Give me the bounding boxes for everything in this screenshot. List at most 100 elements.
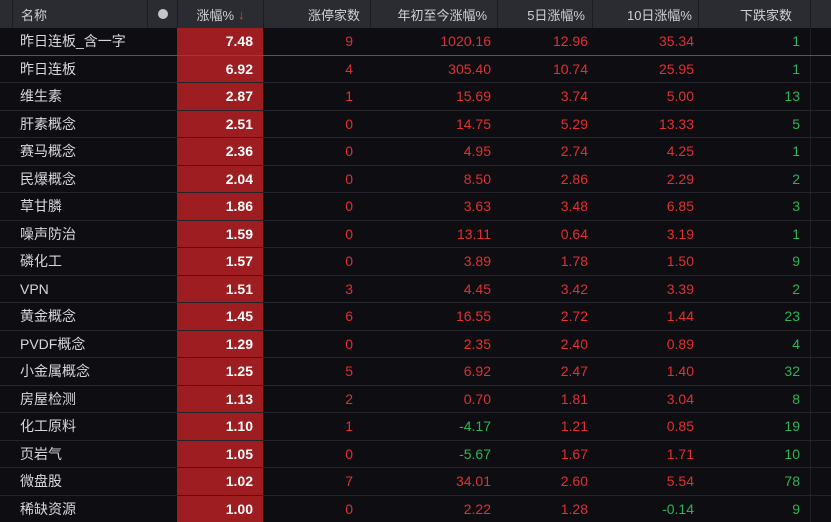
- header-cell-decliners[interactable]: 下跌家数: [698, 0, 810, 28]
- row-left-gutter: [0, 468, 12, 495]
- cell-ytd-change: 3.63: [463, 198, 491, 215]
- cell-marker: [147, 221, 177, 248]
- header-cell-ytd[interactable]: 年初至今涨幅%: [370, 0, 497, 28]
- header-cell-10day[interactable]: 10日涨幅%: [592, 0, 698, 28]
- cell-ytd-change: 2.35: [463, 335, 491, 352]
- table-row[interactable]: 民爆概念 2.04 0 8.50 2.86 2.29 2: [0, 165, 831, 193]
- cell-10day-change: -0.14: [662, 500, 694, 517]
- cell-sector-name: 稀缺资源: [20, 500, 76, 517]
- table-row[interactable]: 磷化工 1.57 0 3.89 1.78 1.50 9: [0, 248, 831, 276]
- cell-marker: [147, 193, 177, 220]
- cell-limit-up-count: 0: [345, 115, 353, 132]
- cell-decliner-count: 23: [784, 308, 800, 325]
- cell-marker: [147, 276, 177, 303]
- cell-marker: [147, 441, 177, 468]
- table-row[interactable]: 赛马概念 2.36 0 4.95 2.74 4.25 1: [0, 138, 831, 166]
- cell-limit-up-count: 1: [345, 418, 353, 435]
- cell-marker: [147, 248, 177, 275]
- row-left-gutter: [0, 358, 12, 385]
- cell-decliner-count: 9: [792, 253, 800, 270]
- table-row[interactable]: 草甘膦 1.86 0 3.63 3.48 6.85 3: [0, 193, 831, 221]
- cell-ytd-change: 0.70: [463, 390, 491, 407]
- cell-10day-change: 3.19: [666, 225, 694, 242]
- row-left-gutter: [0, 56, 12, 83]
- table-row[interactable]: 页岩气 1.05 0 -5.67 1.67 1.71 10: [0, 440, 831, 468]
- cell-10day-change: 4.25: [666, 143, 694, 160]
- cell-decliner-count: 9: [792, 500, 800, 517]
- cell-limit-up-count: 0: [345, 445, 353, 462]
- row-left-gutter: [0, 111, 12, 138]
- table-row[interactable]: 微盘股 1.02 7 34.01 2.60 5.54 78: [0, 468, 831, 496]
- row-right-gutter: [810, 248, 831, 275]
- cell-10day-change: 0.85: [666, 418, 694, 435]
- cell-sector-name: 维生素: [20, 88, 62, 105]
- cell-change-percent: 1.05: [177, 440, 263, 467]
- cell-ytd-change: 34.01: [455, 473, 491, 490]
- cell-sector-name: 草甘膦: [20, 198, 62, 215]
- row-right-gutter: [810, 165, 831, 192]
- cell-decliner-count: 32: [784, 363, 800, 380]
- cell-sector-name: 页岩气: [20, 445, 62, 462]
- cell-change-percent: 7.48: [177, 28, 263, 55]
- cell-5day-change: 2.60: [560, 473, 588, 490]
- cell-decliner-count: 4: [792, 335, 800, 352]
- cell-marker: [147, 28, 177, 55]
- cell-marker: [147, 386, 177, 413]
- cell-5day-change: 2.47: [560, 363, 588, 380]
- cell-limit-up-count: 0: [345, 198, 353, 215]
- table-row[interactable]: 房屋检测 1.13 2 0.70 1.81 3.04 8: [0, 385, 831, 413]
- header-cell-name[interactable]: 名称: [12, 0, 147, 28]
- table-row[interactable]: VPN 1.51 3 4.45 3.42 3.39 2: [0, 275, 831, 303]
- cell-5day-change: 3.48: [560, 198, 588, 215]
- table-row[interactable]: 肝素概念 2.51 0 14.75 5.29 13.33 5: [0, 110, 831, 138]
- cell-limit-up-count: 9: [345, 33, 353, 50]
- row-right-gutter: [810, 55, 831, 82]
- cell-ytd-change: 14.75: [455, 115, 491, 132]
- cell-10day-change: 5.54: [666, 473, 694, 490]
- cell-decliner-count: 1: [792, 143, 800, 160]
- table-row[interactable]: 小金属概念 1.25 5 6.92 2.47 1.40 32: [0, 358, 831, 386]
- cell-marker: [147, 468, 177, 495]
- cell-decliner-count: 1: [792, 60, 800, 77]
- row-right-gutter: [810, 138, 831, 165]
- cell-ytd-change: 305.40: [448, 60, 491, 77]
- row-right-gutter: [810, 303, 831, 330]
- cell-limit-up-count: 1: [345, 88, 353, 105]
- cell-5day-change: 0.64: [560, 225, 588, 242]
- header-cell-limit-up[interactable]: 涨停家数: [263, 0, 370, 28]
- header-cell-marker[interactable]: [147, 0, 177, 28]
- cell-change-percent: 1.13: [177, 385, 263, 412]
- table-row[interactable]: 昨日连板 6.92 4 305.40 10.74 25.95 1: [0, 55, 831, 83]
- row-left-gutter: [0, 276, 12, 303]
- cell-marker: [147, 303, 177, 330]
- cell-limit-up-count: 0: [345, 143, 353, 160]
- cell-change-percent: 2.04: [177, 165, 263, 192]
- header-5day-label: 5日涨幅%: [527, 7, 585, 23]
- header-cell-change[interactable]: 涨幅% ↓: [177, 0, 263, 28]
- row-right-gutter: [810, 358, 831, 385]
- header-limit-up-label: 涨停家数: [307, 7, 360, 23]
- cell-ytd-change: 13.11: [457, 225, 491, 242]
- cell-sector-name: 房屋检测: [20, 390, 76, 407]
- table-row[interactable]: 黄金概念 1.45 6 16.55 2.72 1.44 23: [0, 303, 831, 331]
- cell-change-percent: 2.51: [177, 110, 263, 137]
- table-row[interactable]: 维生素 2.87 1 15.69 3.74 5.00 13: [0, 83, 831, 111]
- cell-10day-change: 1.50: [666, 253, 694, 270]
- table-row[interactable]: 昨日连板_含一字 7.48 9 1020.16 12.96 35.34 1: [0, 28, 831, 56]
- header-cell-5day[interactable]: 5日涨幅%: [497, 0, 592, 28]
- cell-change-percent: 1.00: [177, 495, 263, 522]
- row-right-gutter: [810, 28, 831, 55]
- cell-change-percent: 1.02: [177, 468, 263, 495]
- cell-decliner-count: 1: [792, 33, 800, 50]
- table-row[interactable]: PVDF概念 1.29 0 2.35 2.40 0.89 4: [0, 330, 831, 358]
- cell-decliner-count: 2: [792, 280, 800, 297]
- table-row[interactable]: 噪声防治 1.59 0 13.11 0.64 3.19 1: [0, 220, 831, 248]
- row-right-gutter: [810, 275, 831, 302]
- cell-marker: [147, 111, 177, 138]
- table-row[interactable]: 稀缺资源 1.00 0 2.22 1.28 -0.14 9: [0, 495, 831, 522]
- cell-decliner-count: 78: [784, 473, 800, 490]
- cell-limit-up-count: 2: [345, 390, 353, 407]
- table-row[interactable]: 化工原料 1.10 1 -4.17 1.21 0.85 19: [0, 413, 831, 441]
- cell-limit-up-count: 0: [345, 500, 353, 517]
